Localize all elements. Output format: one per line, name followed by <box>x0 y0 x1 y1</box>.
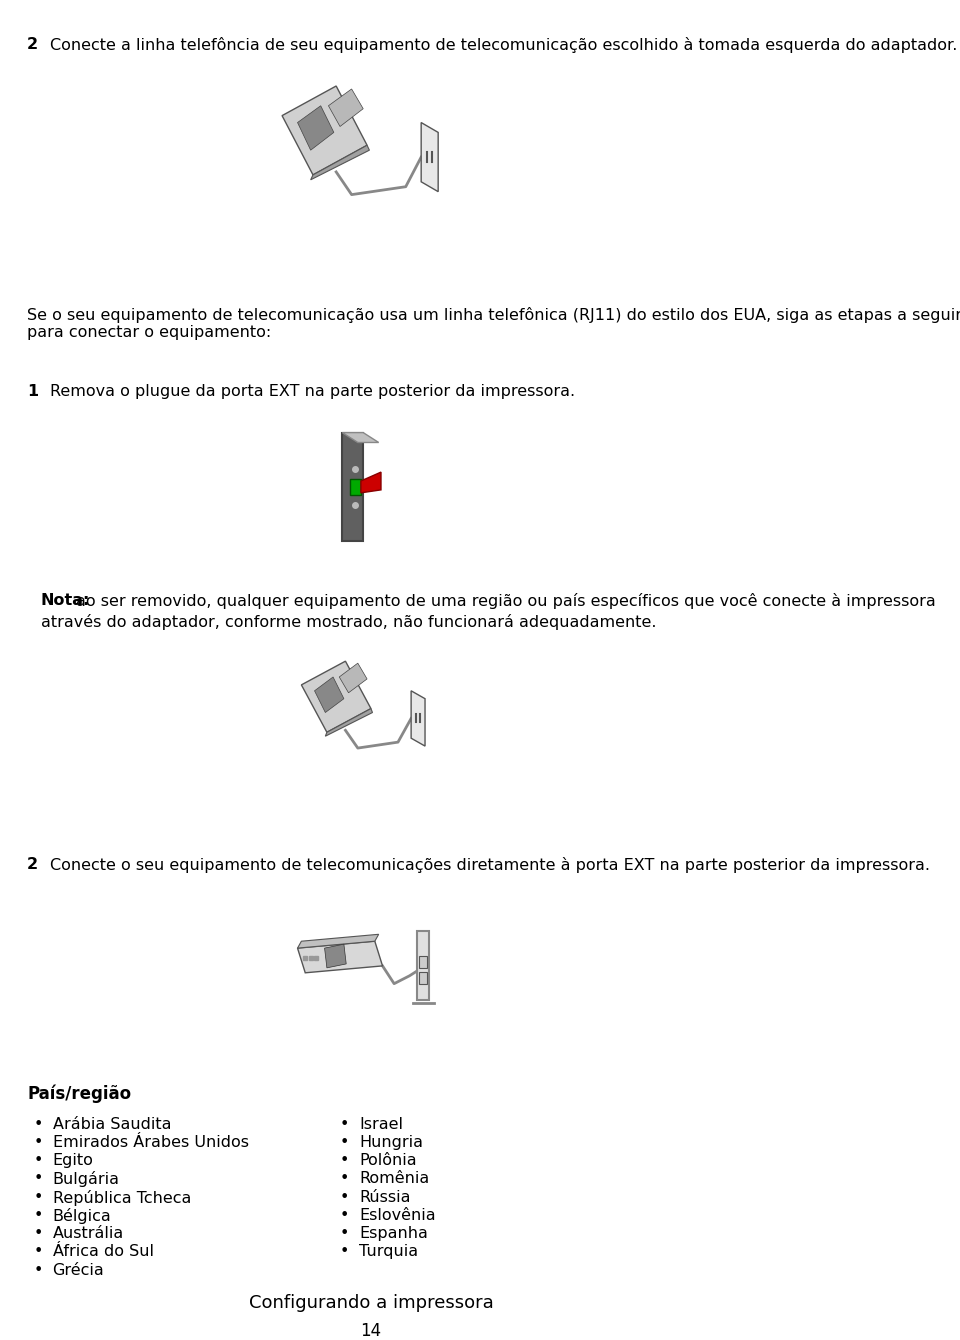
Text: •: • <box>34 1245 42 1260</box>
Polygon shape <box>339 663 367 693</box>
Text: Emirados Árabes Unidos: Emirados Árabes Unidos <box>53 1135 249 1150</box>
Polygon shape <box>350 478 361 494</box>
Polygon shape <box>301 661 371 732</box>
Text: •: • <box>34 1226 42 1241</box>
Text: 1: 1 <box>27 383 38 399</box>
Text: Egito: Egito <box>53 1154 93 1168</box>
Polygon shape <box>325 709 372 736</box>
Polygon shape <box>343 433 378 442</box>
Polygon shape <box>328 88 363 126</box>
Text: •: • <box>34 1207 42 1223</box>
Polygon shape <box>419 955 427 967</box>
Text: Grécia: Grécia <box>53 1262 105 1278</box>
Text: através do adaptador, conforme mostrado, não funcionará adequadamente.: através do adaptador, conforme mostrado,… <box>41 615 657 631</box>
Text: 2: 2 <box>27 38 38 52</box>
Text: Conecte a linha telefôncia de seu equipamento de telecomunicação escolhido à tom: Conecte a linha telefôncia de seu equipa… <box>50 38 958 54</box>
Polygon shape <box>315 677 344 713</box>
Text: Conecte o seu equipamento de telecomunicações diretamente à porta EXT na parte p: Conecte o seu equipamento de telecomunic… <box>50 858 930 874</box>
Text: 14: 14 <box>360 1321 381 1340</box>
Text: Austrália: Austrália <box>53 1226 124 1241</box>
Text: •: • <box>34 1171 42 1186</box>
Text: País/região: País/região <box>27 1085 132 1103</box>
Text: Eslovênia: Eslovênia <box>359 1207 436 1223</box>
Text: Bulgária: Bulgária <box>53 1171 120 1187</box>
Text: Hungria: Hungria <box>359 1135 423 1150</box>
Text: Rússia: Rússia <box>359 1190 411 1205</box>
Text: •: • <box>34 1262 42 1278</box>
Text: •: • <box>34 1135 42 1150</box>
Text: •: • <box>340 1154 349 1168</box>
Text: África do Sul: África do Sul <box>53 1245 154 1260</box>
Text: •: • <box>34 1190 42 1205</box>
Text: Arábia Saudita: Arábia Saudita <box>53 1116 171 1131</box>
Polygon shape <box>411 691 425 746</box>
Text: Nota:: Nota: <box>41 592 90 608</box>
Polygon shape <box>311 145 370 180</box>
Text: Polônia: Polônia <box>359 1154 417 1168</box>
Text: •: • <box>34 1116 42 1131</box>
Polygon shape <box>418 931 429 1001</box>
Text: •: • <box>340 1171 349 1186</box>
Text: ao ser removido, qualquer equipamento de uma região ou país específicos que você: ao ser removido, qualquer equipamento de… <box>76 592 935 608</box>
Text: •: • <box>340 1226 349 1241</box>
Text: •: • <box>340 1116 349 1131</box>
Text: •: • <box>340 1207 349 1223</box>
Text: •: • <box>34 1154 42 1168</box>
Polygon shape <box>298 106 334 150</box>
Text: •: • <box>340 1190 349 1205</box>
Polygon shape <box>298 941 382 973</box>
Text: Bélgica: Bélgica <box>53 1207 111 1223</box>
Text: Turquia: Turquia <box>359 1245 419 1260</box>
Polygon shape <box>361 472 381 493</box>
Text: Configurando a impressora: Configurando a impressora <box>249 1294 493 1312</box>
Polygon shape <box>324 945 347 967</box>
Polygon shape <box>282 86 367 176</box>
Polygon shape <box>419 972 427 984</box>
Text: Romênia: Romênia <box>359 1171 429 1186</box>
Text: Espanha: Espanha <box>359 1226 428 1241</box>
Text: Remova o plugue da porta EXT na parte posterior da impressora.: Remova o plugue da porta EXT na parte po… <box>50 383 575 399</box>
Text: Israel: Israel <box>359 1116 403 1131</box>
Text: •: • <box>340 1245 349 1260</box>
Polygon shape <box>343 433 363 541</box>
Text: Se o seu equipamento de telecomunicação usa um linha telefônica (RJ11) do estilo: Se o seu equipamento de telecomunicação … <box>27 307 960 340</box>
Polygon shape <box>298 934 378 949</box>
Polygon shape <box>421 122 438 192</box>
Text: República Tcheca: República Tcheca <box>53 1190 191 1206</box>
Text: •: • <box>340 1135 349 1150</box>
Text: 2: 2 <box>27 858 38 872</box>
